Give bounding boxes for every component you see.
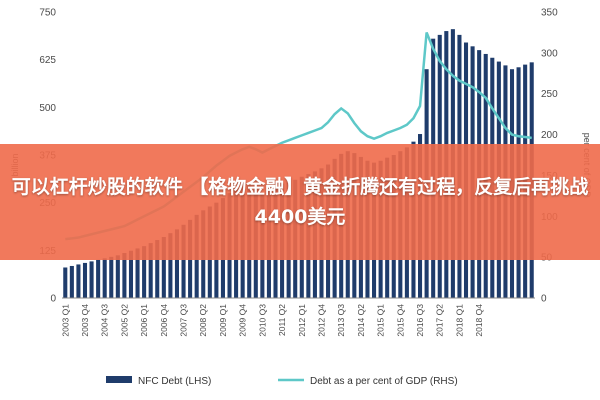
bar	[161, 236, 166, 298]
bar	[142, 246, 147, 298]
bar	[89, 261, 94, 298]
x-tick-label: 2011 Q2	[277, 304, 287, 336]
bar	[168, 233, 173, 298]
x-tick-label: 2008 Q2	[198, 304, 208, 337]
x-tick-label: 2003 Q4	[80, 304, 90, 337]
bar	[135, 248, 140, 298]
left-tick-label: 625	[39, 55, 56, 66]
bar	[148, 243, 153, 298]
x-axis-ticks: 2003 Q1 2003 Q4 2004 Q3 2005 Q2 2006 Q1 2006 …	[60, 304, 484, 337]
x-tick-label: 2005 Q2	[119, 304, 129, 337]
left-tick-label: 500	[39, 103, 56, 114]
x-tick-label: 2007 Q3	[179, 304, 189, 337]
bar	[76, 264, 81, 298]
bar	[115, 255, 120, 298]
right-tick-label: 200	[541, 130, 558, 141]
x-tick-label: 2015 Q1	[376, 304, 386, 337]
x-tick-label: 2016 Q3	[415, 304, 425, 337]
right-tick-label: 350	[541, 8, 558, 19]
x-tick-label: 2004 Q3	[100, 304, 110, 337]
legend-label-bars: NFC Debt (LHS)	[138, 376, 211, 387]
right-tick-label: 0	[541, 294, 547, 305]
x-tick-label: 2013 Q3	[336, 304, 346, 337]
banner-text: 可以杠杆炒股的软件 【格物金融】黄金折腾还有过程，反复后再挑战4400美元	[11, 176, 589, 228]
right-tick-label: 300	[541, 48, 558, 59]
x-tick-label: 2014 Q2	[356, 304, 366, 337]
bar	[69, 265, 74, 298]
x-tick-label: 2009 Q4	[238, 304, 248, 337]
bar	[109, 256, 114, 298]
bar	[128, 250, 134, 298]
promo-banner: 可以杠杆炒股的软件 【格物金融】黄金折腾还有过程，反复后再挑战4400美元	[0, 144, 600, 260]
x-tick-label: 2010 Q3	[257, 304, 267, 337]
bar	[63, 267, 68, 298]
right-tick-label: 250	[541, 89, 558, 100]
bar	[96, 259, 101, 298]
x-tick-label: 2006 Q4	[159, 304, 169, 337]
bar	[102, 258, 107, 298]
x-tick-label: 2017 Q2	[435, 304, 445, 337]
bar	[122, 253, 127, 298]
x-tick-label: 2003 Q1	[60, 304, 70, 337]
x-tick-label: 2006 Q1	[139, 304, 149, 337]
left-tick-label: 750	[39, 8, 56, 19]
left-tick-label: 0	[50, 294, 56, 305]
bar	[155, 240, 160, 298]
x-tick-label: 2012 Q1	[297, 304, 307, 337]
x-tick-label: 2018 Q4	[474, 304, 484, 337]
legend-label-line: Debt as a per cent of GDP (RHS)	[310, 376, 458, 387]
legend: NFC Debt (LHS) Debt as a per cent of GDP…	[106, 376, 458, 387]
x-tick-label: 2009 Q1	[218, 304, 228, 337]
bar	[82, 262, 88, 298]
legend-swatch-bars	[106, 376, 132, 383]
x-tick-label: 2015 Q4	[395, 304, 405, 337]
x-tick-label: 2018 Q1	[454, 304, 464, 337]
bar	[174, 229, 179, 298]
x-tick-label: 2012 Q4	[316, 304, 326, 337]
bar	[181, 224, 186, 298]
